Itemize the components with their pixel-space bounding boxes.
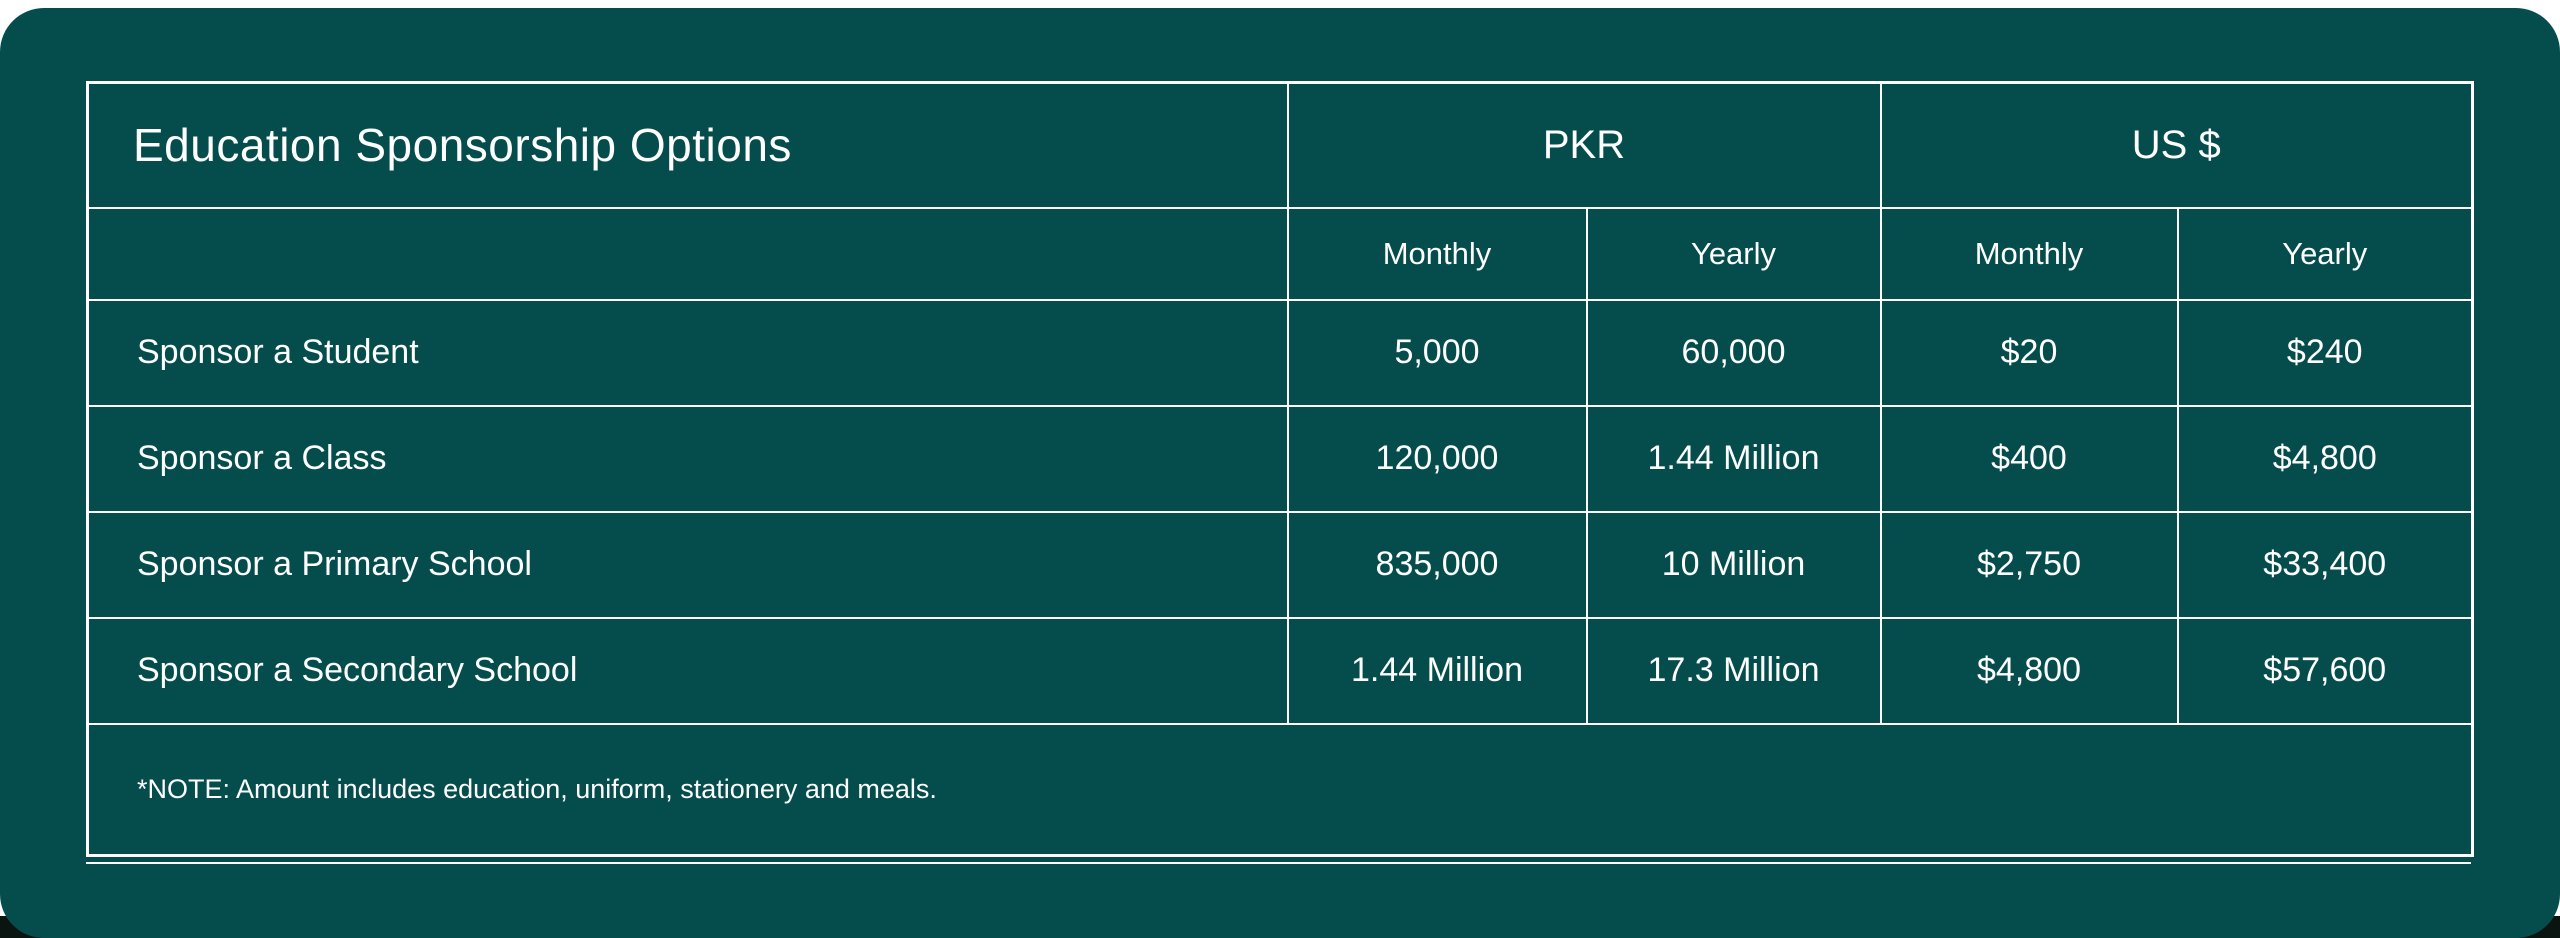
header-row-period: Monthly Yearly Monthly Yearly: [86, 206, 2474, 301]
value-cell: 60,000: [1585, 298, 1882, 407]
note-text: *NOTE: Amount includes education, unifor…: [86, 722, 2474, 857]
row-label: Sponsor a Primary School: [86, 510, 1289, 619]
currency-header-usd: US $: [1879, 81, 2474, 209]
pkr-yearly-header: Yearly: [1585, 206, 1882, 301]
value-cell: 120,000: [1286, 404, 1588, 513]
value-cell: $4,800: [1879, 616, 2179, 725]
table-title: Education Sponsorship Options: [86, 81, 1289, 209]
value-cell: 1.44 Million: [1286, 616, 1588, 725]
value-cell: $20: [1879, 298, 2179, 407]
note-row: *NOTE: Amount includes education, unifor…: [86, 722, 2474, 857]
sponsorship-table: Education Sponsorship Options PKR US $ M…: [86, 81, 2474, 864]
value-cell: 10 Million: [1585, 510, 1882, 619]
value-cell: $33,400: [2176, 510, 2474, 619]
value-cell: $240: [2176, 298, 2474, 407]
value-cell: $4,800: [2176, 404, 2474, 513]
table-row: Sponsor a Primary School 835,000 10 Mill…: [86, 510, 2474, 619]
row-label: Sponsor a Class: [86, 404, 1289, 513]
pkr-monthly-header: Monthly: [1286, 206, 1588, 301]
value-cell: $57,600: [2176, 616, 2474, 725]
row-label: Sponsor a Student: [86, 298, 1289, 407]
value-cell: 835,000: [1286, 510, 1588, 619]
value-cell: $400: [1879, 404, 2179, 513]
value-cell: 1.44 Million: [1585, 404, 1882, 513]
header-row-currency: Education Sponsorship Options PKR US $: [86, 81, 2474, 209]
table-row: Sponsor a Secondary School 1.44 Million …: [86, 616, 2474, 725]
value-cell: $2,750: [1879, 510, 2179, 619]
currency-header-pkr: PKR: [1286, 81, 1882, 209]
usd-monthly-header: Monthly: [1879, 206, 2179, 301]
education-sponsorship-table: Education Sponsorship Options PKR US $ M…: [86, 81, 2474, 857]
value-cell: 17.3 Million: [1585, 616, 1882, 725]
empty-header-cell: [86, 206, 1289, 301]
table-row: Sponsor a Student 5,000 60,000 $20 $240: [86, 298, 2474, 407]
value-cell: 5,000: [1286, 298, 1588, 407]
table-row: Sponsor a Class 120,000 1.44 Million $40…: [86, 404, 2474, 513]
row-label: Sponsor a Secondary School: [86, 616, 1289, 725]
usd-yearly-header: Yearly: [2176, 206, 2474, 301]
sponsorship-card: Education Sponsorship Options PKR US $ M…: [0, 8, 2560, 938]
